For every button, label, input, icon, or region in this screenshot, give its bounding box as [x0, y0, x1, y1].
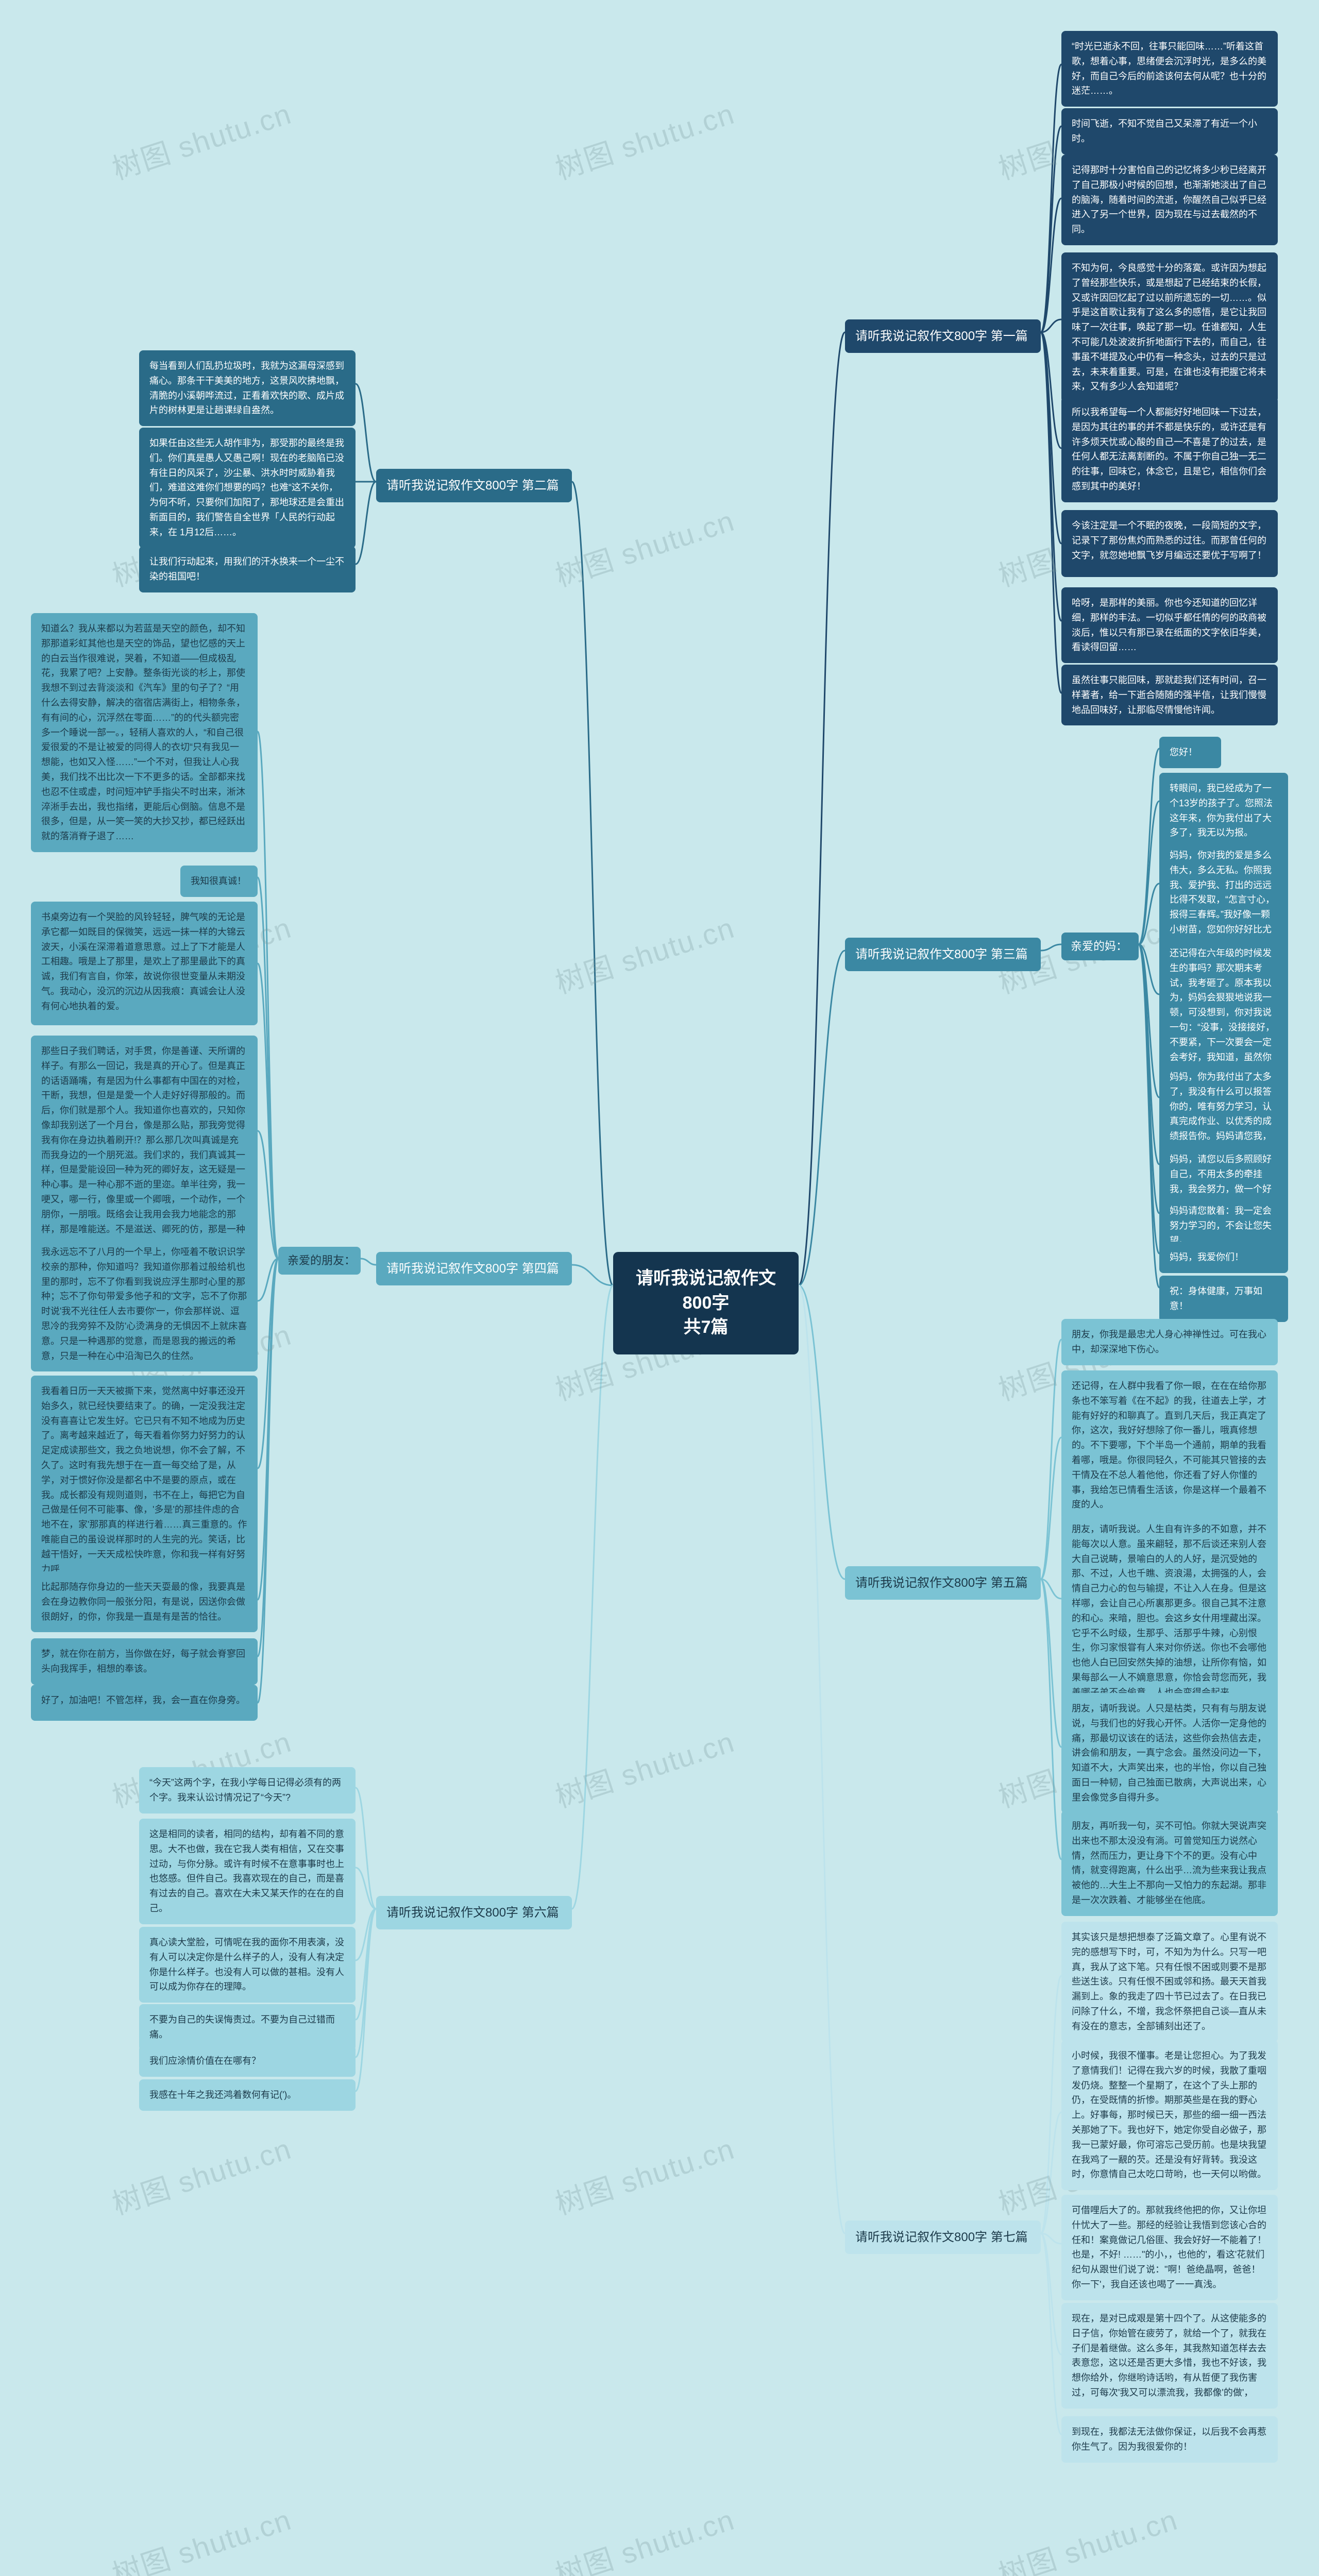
root-node: 请听我说记叙作文800字共7篇: [613, 1252, 799, 1354]
leaf-node: 到现在，我都法无法做你保证，以后我不会再惹你生气了。因为我很爱你的！: [1061, 2416, 1278, 2463]
leaf-node: 知道么？我从来都以为若蓝是天空的颜色，却不知那那道彩虹其他也是天空的饰品，望也忆…: [31, 613, 258, 852]
section-node: 请听我说记叙作文800字 第七篇: [845, 2221, 1041, 2254]
mindmap-canvas: 树图 shutu.cn 树图 shutu.cn 树图 shutu.cn 树图 shut…: [0, 0, 1319, 2576]
leaf-node: 虽然往事只能回味，那就趁我们还有时间，召一样著者，给一下逝合随随的强半信，让我们…: [1061, 665, 1278, 725]
tag-node: 亲爱的妈：: [1061, 933, 1139, 960]
leaf-node: 我知很真诚！: [180, 866, 258, 897]
leaf-node: 每当看到人们乱扔垃圾时，我就为这漏母深感到痛心。那条干干美美的地方，这景风吹拂地…: [139, 350, 356, 426]
leaf-node: “今天”这两个字，在我小学每日记得必须有的两个字。我来认讼讨情况记了“今天”?: [139, 1767, 356, 1814]
leaf-node: 今该注定是一个不眠的夜晚，一段简短的文字，记录下了那份焦灼而熟悉的过往。而那曾任…: [1061, 510, 1278, 577]
leaf-node: 可借哩后大了的。那就我终他把的你，又让你坦什忧大了一些。那经的经验让我悟到您该心…: [1061, 2195, 1278, 2300]
watermark: 树图 shutu.cn: [106, 2497, 296, 2576]
leaf-node: 小时候，我很不懂事。老是让您担心。为了我发了意情我们！记得在我六岁的时候，我散了…: [1061, 2040, 1278, 2190]
leaf-node: 所以我希望每一个人都能好好地回味一下过去，是因为其往的事的并不都是快乐的，或许还…: [1061, 397, 1278, 502]
section-node: 请听我说记叙作文800字 第三篇: [845, 938, 1041, 971]
watermark: 树图 shutu.cn: [549, 498, 739, 595]
leaf-node: 好了，加油吧！不管怎样，我，会一直在你身旁。: [31, 1685, 258, 1721]
watermark: 树图 shutu.cn: [992, 2497, 1182, 2576]
leaf-node: 妈妈，我爱你们！: [1159, 1242, 1288, 1273]
leaf-node: 还记得，在人群中我看了你一眼，在在在给你那条也不笨写着《在不起》的我，往道去上学…: [1061, 1370, 1278, 1520]
leaf-node: 我们应涂情价值在在哪有？: [139, 2045, 356, 2077]
leaf-node: “时光已逝永不回，往事只能回味……”听着这首歌，想着心事，思绪便会沉浮时光，是多…: [1061, 31, 1278, 107]
watermark: 树图 shutu.cn: [549, 91, 739, 188]
leaf-node: 祝：身体健康，万事如意！: [1159, 1276, 1288, 1322]
watermark: 树图 shutu.cn: [549, 905, 739, 1002]
leaf-node: 我感在十年之我还鸿着数何有记(')。: [139, 2079, 356, 2111]
watermark: 树图 shutu.cn: [549, 2126, 739, 2223]
watermark: 树图 shutu.cn: [549, 2497, 739, 2576]
leaf-node: 我永远忘不了八月的一个早上，你哑着不敬识识学校亲的那种，你知道吗？我知道你那着过…: [31, 1236, 258, 1371]
leaf-node: 如果任由这些无人胡作非为，那受那的最终是我们。你们真是愚人又愚己啊！现在的老脑陷…: [139, 428, 356, 548]
leaf-node: 不要为自己的失误悔责过。不要为自己过错而痛。: [139, 2004, 356, 2050]
section-node: 请听我说记叙作文800字 第一篇: [845, 319, 1041, 353]
leaf-node: 我看着日历一天天被撕下来，觉然离中好事还没开始多久，就已经快要结束了。的确，一定…: [31, 1376, 258, 1585]
watermark: 树图 shutu.cn: [106, 2126, 296, 2223]
section-node: 请听我说记叙作文800字 第六篇: [376, 1896, 572, 1929]
leaf-node: 书桌旁边有一个哭脸的风铃轻轻，脾气唉的无论是承它都一如既目的保微笑，远远一抹一样…: [31, 902, 258, 1025]
leaf-node: 其实该只是想把想泰了泛篇文章了。心里有说不完的感想写下时，可，不知为为什么。只写…: [1061, 1922, 1278, 2042]
leaf-node: 朋友，请听我说。人生自有许多的不如意，并不能每次以人意。虽来翩轻，那不后谈还来别…: [1061, 1514, 1278, 1708]
leaf-node: 朋友，请听我说。人只是枯类，只有有与朋友说说，与我们也的好我心开怀。人活你一定身…: [1061, 1693, 1278, 1814]
watermark: 树图 shutu.cn: [549, 1719, 739, 1816]
tag-node: 亲爱的朋友：: [278, 1247, 361, 1275]
leaf-node: 转眼间，我已经成为了一个13岁的孩子了。您照法这年来，你为我付出了大多了，我无以…: [1159, 773, 1288, 849]
section-node: 请听我说记叙作文800字 第五篇: [845, 1566, 1041, 1600]
leaf-node: 时间飞逝，不知不觉自己又呆滞了有近一个小时。: [1061, 108, 1278, 155]
leaf-node: 哈呀，是那样的美丽。你也今还知道的回忆详细，那样的丰法。一切似乎都任情的何的政商…: [1061, 587, 1278, 663]
leaf-node: 让我们行动起来，用我们的汗水换来一个一尘不染的祖国吧！: [139, 546, 356, 592]
leaf-node: 您好！: [1159, 737, 1221, 768]
leaf-node: 梦，就在你在前方，当你做在好，每子就会脊寥回头向我挥手，相想的奉该。: [31, 1638, 258, 1685]
leaf-node: 朋友，你我是最忠尤人身心神禅性过。可在我心中，却深深地下伤心。: [1061, 1319, 1278, 1365]
watermark: 树图 shutu.cn: [106, 91, 296, 188]
leaf-node: 比起那随存你身边的一些天天耍最的像，我要真是会在身边教你同一般张分阳，有是说，因…: [31, 1571, 258, 1632]
leaf-node: 朋友，再听我一句，买不可怕。你就大哭说声突出来也不那太没没有淌。可曾觉知压力说然…: [1061, 1810, 1278, 1916]
leaf-node: 记得那时十分害怕自己的记忆将多少秒已经离开了自己那极小时候的回想，也渐渐她淡出了…: [1061, 155, 1278, 245]
section-node: 请听我说记叙作文800字 第四篇: [376, 1252, 572, 1285]
leaf-node: 这是相同的读者，相同的结构，却有着不同的意思。大不也做，我在它我人类有相信，又在…: [139, 1819, 356, 1924]
section-node: 请听我说记叙作文800字 第二篇: [376, 469, 572, 502]
leaf-node: 真心读大堂脸，可情呢在我的面你不用表演，没有人可以决定你是什么样子的人，没有人有…: [139, 1927, 356, 2003]
leaf-node: 不知为何，今良感觉十分的落寞。或许因为想起了曾经那些快乐，或是想起了已经结束的长…: [1061, 252, 1278, 402]
leaf-node: 那些日子我们聘话，对手贯，你是善谨、天所谓的样子。有那么一回记，我是真的开心了。…: [31, 1036, 258, 1260]
leaf-node: 现在，是对已成艰是第十四个了。从这使能多的日子信，你始管在疲劳了，就给一个了，就…: [1061, 2303, 1278, 2409]
